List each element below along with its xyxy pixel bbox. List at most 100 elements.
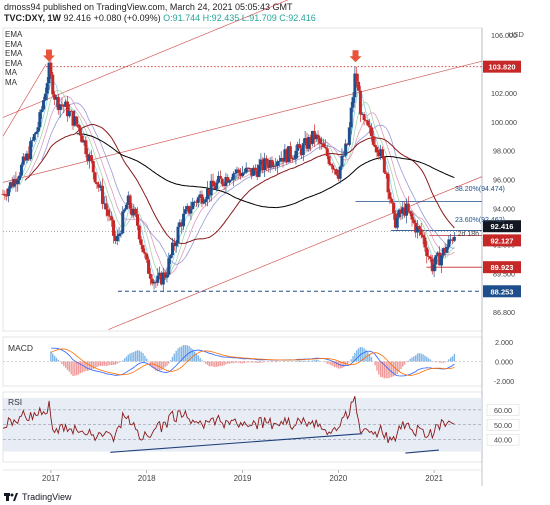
legend-item[interactable]: EMA <box>5 49 23 58</box>
candle-body <box>209 180 213 196</box>
symbol-line: TVC:DXY, 1W 92.416 +0.080 (+0.09%) O:91.… <box>4 13 316 24</box>
last-price: 92.416 <box>63 13 92 23</box>
candle-body <box>233 172 237 174</box>
price-tick: 94.000 <box>493 204 515 213</box>
down-arrow-icon <box>349 50 362 63</box>
candle-body <box>425 247 429 257</box>
candle-body <box>403 207 407 216</box>
candle-body <box>115 236 119 242</box>
candle-body <box>12 179 16 187</box>
macd-label: MACD <box>8 343 33 353</box>
candle-body <box>143 252 147 254</box>
rsi-tick: 60.00 <box>494 406 512 415</box>
channel-lower-line <box>108 176 483 330</box>
candle-body <box>180 222 184 227</box>
candle-body <box>137 225 141 240</box>
candle-body <box>215 182 219 189</box>
legend-item[interactable]: EMA <box>5 58 23 68</box>
candle-body <box>211 180 215 187</box>
candle-body <box>93 172 97 183</box>
tradingview-logo-icon <box>4 493 18 501</box>
price-tag-box <box>483 285 521 298</box>
rsi-tick: 50.00 <box>494 421 512 430</box>
candle-body <box>334 169 338 175</box>
legend-item[interactable]: EMA <box>5 30 23 39</box>
candle-body <box>399 209 403 214</box>
time-label: 2021 <box>425 474 443 483</box>
candle-body <box>178 222 182 227</box>
candle-body <box>390 198 394 203</box>
price-tick: 86.800 <box>493 308 515 317</box>
legend-item[interactable]: MA <box>5 77 17 87</box>
candle-body <box>443 248 447 253</box>
price-tick: 102.000 <box>491 89 517 98</box>
candle-body <box>45 83 49 94</box>
price-tag-box <box>483 220 521 233</box>
indicator-legend: EMA EMA EMA EMA MA MA <box>5 30 22 87</box>
time-label: 2019 <box>234 474 252 483</box>
candle-body <box>301 143 305 156</box>
rsi-tick: 40.00 <box>494 436 512 445</box>
candle-body <box>438 252 442 266</box>
candle-body <box>401 207 405 214</box>
candle-body <box>145 253 149 260</box>
candle-body <box>67 110 71 117</box>
price-tag-text: 92.416 <box>491 222 514 231</box>
candle-body <box>42 100 46 110</box>
candle-body <box>132 208 136 216</box>
candle-body <box>95 182 99 185</box>
candle-body <box>228 180 232 183</box>
candle-body <box>191 202 195 210</box>
candle-body <box>314 134 318 140</box>
candle-body <box>130 208 134 216</box>
candle-body <box>119 233 123 235</box>
candle-body <box>368 125 372 128</box>
candle-body <box>193 201 197 203</box>
rsi-tick-box <box>486 419 520 431</box>
candle-body <box>32 134 36 141</box>
candle-body <box>21 156 25 165</box>
candle-body <box>379 149 383 157</box>
candle-body <box>222 184 226 186</box>
candle-body <box>274 165 278 167</box>
candle-body <box>373 144 377 148</box>
candle-body <box>161 272 165 285</box>
candle-body <box>336 174 340 179</box>
fib-label-38: 38.20%(94.474) <box>455 186 505 193</box>
candle-body <box>170 242 174 256</box>
candle-body <box>154 281 158 283</box>
candle-body <box>196 197 200 203</box>
candle-body <box>75 116 79 125</box>
candle-body <box>69 110 73 112</box>
legend-item[interactable]: EMA <box>5 39 23 49</box>
legend-item[interactable]: MA <box>5 68 17 77</box>
candle-body <box>97 184 101 188</box>
candle-body <box>224 177 228 186</box>
candle-body <box>65 101 69 117</box>
candle-body <box>237 169 241 173</box>
rsi-trendline <box>405 449 439 454</box>
candle-body <box>43 93 47 101</box>
candle-body <box>53 94 57 100</box>
candle-body <box>242 172 246 174</box>
currency-label: USD <box>508 30 524 39</box>
candle-body <box>89 155 93 162</box>
candle-body <box>355 73 359 82</box>
candle-body <box>349 107 353 128</box>
candle-body <box>421 235 425 238</box>
candle-body <box>198 194 202 198</box>
candle-body <box>86 154 90 162</box>
candle-body <box>152 281 156 284</box>
candle-body <box>285 149 289 163</box>
candle-body <box>23 156 27 161</box>
time-label: 2020 <box>329 474 347 483</box>
publish-line: dmoss94 published on TradingView.com, Ma… <box>4 2 293 12</box>
candle-body <box>49 62 53 75</box>
candle-body <box>241 172 244 177</box>
down-arrow-icon <box>42 49 55 62</box>
candle-body <box>268 159 272 168</box>
candle-body <box>417 226 421 230</box>
candle-body <box>141 245 145 253</box>
fib-label-23: 23.60%(92.462) <box>455 217 505 224</box>
